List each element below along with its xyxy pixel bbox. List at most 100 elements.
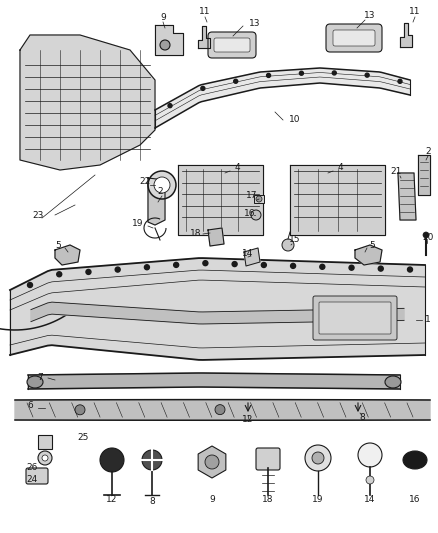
FancyBboxPatch shape [214,38,250,52]
Polygon shape [15,400,430,420]
Circle shape [256,196,262,202]
Circle shape [86,269,91,274]
Text: 1: 1 [425,316,431,325]
Circle shape [407,267,413,272]
Text: 5: 5 [55,240,61,249]
FancyBboxPatch shape [38,435,52,449]
Polygon shape [155,68,410,128]
Circle shape [168,103,172,108]
Circle shape [349,265,354,270]
Circle shape [398,79,402,83]
FancyBboxPatch shape [208,32,256,58]
Circle shape [232,262,237,266]
Polygon shape [355,245,382,265]
Text: 19: 19 [132,220,144,229]
Circle shape [75,405,85,415]
Circle shape [332,71,336,75]
Circle shape [234,79,238,83]
Circle shape [282,239,294,251]
Circle shape [312,452,324,464]
Circle shape [203,261,208,265]
Text: 8: 8 [149,497,155,506]
Circle shape [148,171,176,199]
Circle shape [28,282,32,287]
Text: 17: 17 [246,191,258,200]
Circle shape [173,262,179,268]
Circle shape [142,450,162,470]
Polygon shape [155,25,183,55]
Text: 24: 24 [26,475,38,484]
Text: 2: 2 [157,188,163,197]
Circle shape [300,71,304,75]
Text: 15: 15 [289,236,301,245]
Text: 4: 4 [234,164,240,173]
Text: 22: 22 [139,177,151,187]
Text: 6: 6 [27,400,33,409]
Circle shape [378,266,383,271]
Text: 14: 14 [364,496,376,505]
Text: 18: 18 [262,496,274,505]
Circle shape [57,272,62,277]
Circle shape [305,445,331,471]
Text: 9: 9 [160,12,166,21]
Text: 14: 14 [242,248,254,257]
Text: 7: 7 [37,374,43,383]
Circle shape [267,74,271,77]
FancyBboxPatch shape [313,296,397,340]
Text: 13: 13 [364,12,376,20]
Circle shape [320,264,325,269]
Text: 11: 11 [199,7,211,17]
Text: 16: 16 [409,496,421,505]
Bar [254,195,264,203]
Circle shape [100,448,124,472]
Polygon shape [198,26,210,48]
Circle shape [205,455,219,469]
Text: 2: 2 [425,148,431,157]
FancyBboxPatch shape [326,24,382,52]
Polygon shape [20,35,155,170]
Text: 13: 13 [249,19,261,28]
Text: 21: 21 [390,167,402,176]
Polygon shape [208,228,224,246]
Text: 26: 26 [26,463,38,472]
Text: 11: 11 [409,7,421,17]
Circle shape [423,232,429,238]
Circle shape [215,405,225,415]
FancyBboxPatch shape [319,302,391,334]
Text: 16: 16 [244,208,256,217]
Text: 8: 8 [359,414,365,423]
Text: 23: 23 [32,211,44,220]
Circle shape [42,455,48,461]
Polygon shape [31,302,404,324]
Text: 4: 4 [337,164,343,173]
Ellipse shape [27,376,43,388]
Circle shape [38,451,52,465]
Circle shape [145,265,149,270]
Circle shape [261,262,266,268]
Text: 20: 20 [422,233,434,243]
Text: 18: 18 [190,230,202,238]
Polygon shape [10,258,425,360]
Circle shape [290,263,296,269]
Text: 12: 12 [106,496,118,505]
Circle shape [358,443,382,467]
FancyBboxPatch shape [333,30,375,46]
Text: 5: 5 [369,240,375,249]
Circle shape [251,210,261,220]
Polygon shape [178,165,263,235]
Circle shape [154,177,170,193]
Ellipse shape [385,376,401,388]
Text: 9: 9 [209,496,215,505]
Circle shape [160,40,170,50]
Circle shape [115,267,120,272]
Text: 19: 19 [312,496,324,505]
FancyBboxPatch shape [26,468,48,484]
Polygon shape [398,173,416,220]
Circle shape [365,73,369,77]
Polygon shape [55,245,80,265]
Polygon shape [418,155,430,195]
Polygon shape [148,178,165,225]
Text: 25: 25 [78,432,88,441]
FancyBboxPatch shape [256,448,280,470]
Circle shape [201,86,205,91]
